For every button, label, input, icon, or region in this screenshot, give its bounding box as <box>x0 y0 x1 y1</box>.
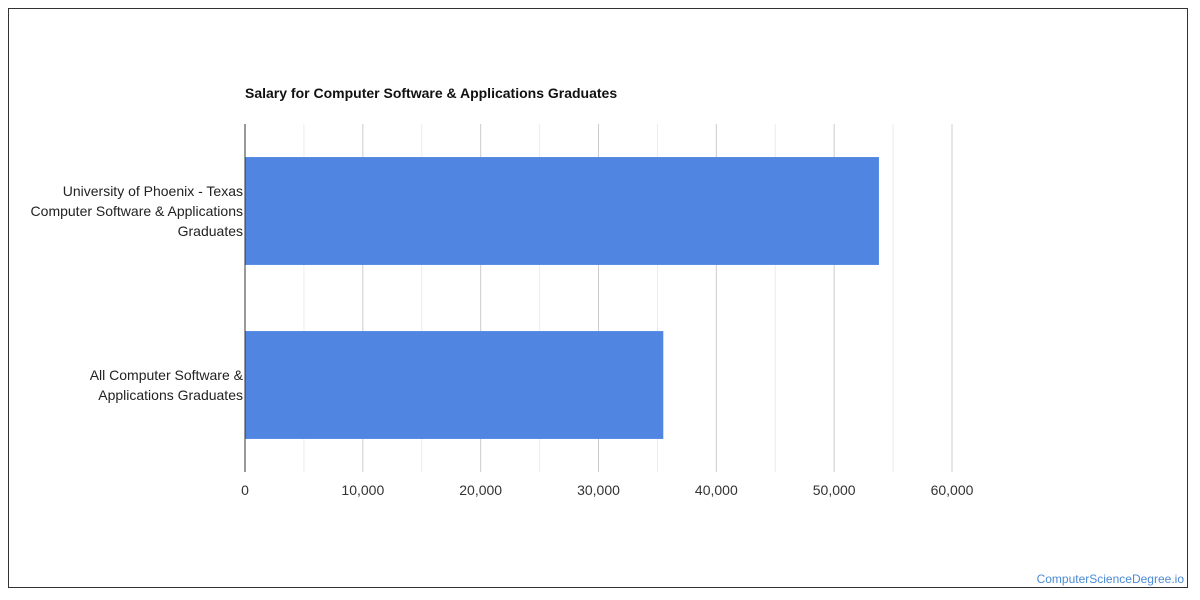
x-tick-label: 50,000 <box>813 482 856 498</box>
watermark-link[interactable]: ComputerScienceDegree.io <box>1036 572 1184 586</box>
chart-title: Salary for Computer Software & Applicati… <box>245 85 618 101</box>
category-label-line: Graduates <box>178 223 243 239</box>
category-label: All Computer Software & Applications Grad… <box>90 367 244 403</box>
x-tick-label: 60,000 <box>931 482 974 498</box>
category-label-line: All Computer Software & <box>90 367 244 383</box>
category-label: University of Phoenix - Texas Computer So… <box>31 183 243 239</box>
x-tick-label: 30,000 <box>577 482 620 498</box>
bar <box>245 331 664 439</box>
category-label-line: University of Phoenix - Texas <box>63 183 243 199</box>
x-tick-label: 0 <box>241 482 249 498</box>
x-tick-label: 10,000 <box>341 482 384 498</box>
category-label-line: Applications Graduates <box>98 387 243 403</box>
x-tick-label: 20,000 <box>459 482 502 498</box>
bar <box>245 157 879 265</box>
category-label-line: Computer Software & Applications <box>31 203 243 219</box>
x-tick-label: 40,000 <box>695 482 738 498</box>
